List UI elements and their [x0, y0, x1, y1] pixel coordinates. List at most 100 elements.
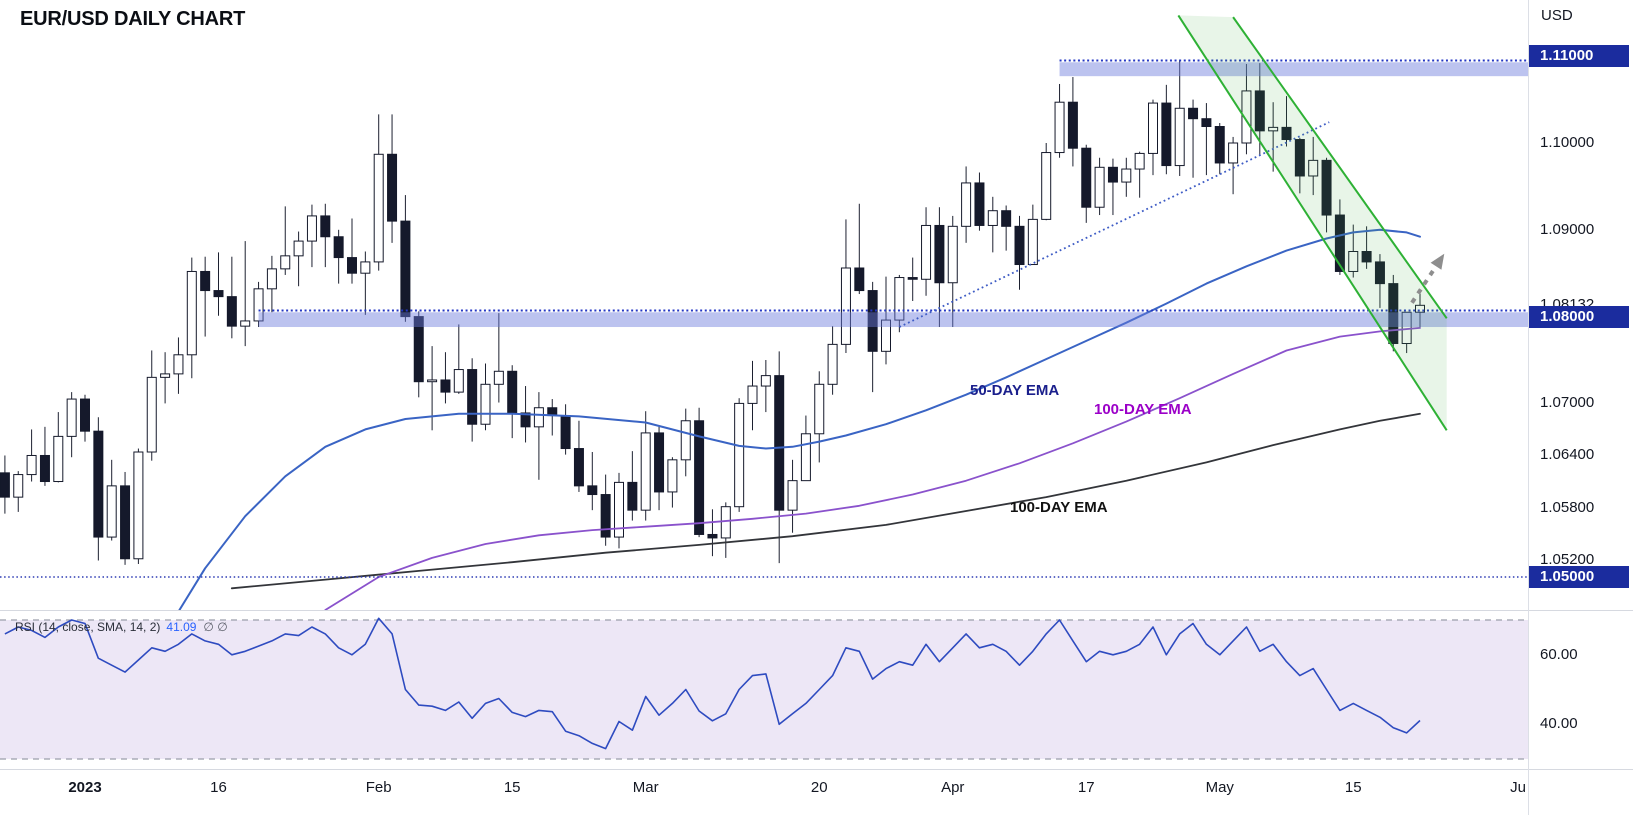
candle-body-up: [186, 270, 197, 356]
candle-body-up: [266, 268, 277, 290]
rsi-band: [0, 619, 1528, 760]
candle-body-up: [160, 373, 171, 378]
candle-body-up: [921, 224, 932, 280]
candle-body-up: [787, 480, 798, 511]
chart-title: EUR/USD DAILY CHART: [20, 8, 246, 30]
candle-body-down: [934, 224, 945, 284]
price-axis-label: 1.05800: [1540, 498, 1595, 516]
candle-body-up: [1054, 101, 1065, 154]
candle-body-down: [387, 153, 398, 222]
candle-body-up: [480, 383, 491, 425]
price-axis-currency-label: USD: [1541, 7, 1573, 24]
candle-body-up: [533, 407, 544, 428]
resistance-zone[interactable]: [1059, 62, 1528, 77]
candle-body-up: [720, 506, 731, 539]
ema100-label[interactable]: 100-DAY EMA: [1094, 401, 1192, 418]
rsi-value: 41.09: [166, 620, 197, 634]
time-axis-label: Apr: [941, 779, 965, 796]
candle-body-down: [1388, 283, 1399, 345]
candle-body-down: [226, 296, 237, 327]
rsi-axis-label: 40.00: [1540, 715, 1578, 733]
channel-upper-line[interactable]: [1232, 16, 1448, 319]
rsi-band-fill: [0, 620, 1528, 759]
candle-body-up: [173, 354, 184, 375]
candle-body-up: [614, 481, 624, 538]
candle-body-down: [627, 481, 638, 511]
rsi-axis-label: 60.00: [1540, 645, 1578, 663]
candle-body-up: [1308, 159, 1319, 177]
candle-body-up: [373, 153, 384, 263]
candle-body-down: [320, 215, 331, 238]
candle-body-up: [667, 459, 678, 493]
ema50-label[interactable]: 50-DAY EMA: [970, 382, 1060, 399]
candle-body-up: [947, 225, 958, 284]
rsi-indicator-legend[interactable]: RSI (14, close, SMA, 14, 2) 41.09 ∅ ∅: [15, 620, 228, 634]
ema-line[interactable]: [324, 326, 1421, 610]
candle-body-down: [1081, 147, 1092, 208]
candle-body-up: [814, 383, 825, 435]
time-axis[interactable]: 2023 16 Feb 15 Mar 20 Apr 17 May 15 Ju: [0, 769, 1530, 815]
arrow-shaft: [1410, 265, 1438, 304]
candle-body-down: [587, 485, 598, 496]
candle-body-up: [493, 370, 504, 385]
candle-body-up: [306, 215, 317, 242]
candle-body-up: [1268, 126, 1279, 132]
candle-body-down: [1254, 90, 1265, 132]
candle-body-down: [774, 375, 785, 511]
candle-body-down: [1067, 101, 1078, 149]
candle-body-down: [413, 316, 424, 383]
ema-line[interactable]: [230, 412, 1421, 590]
price-axis-label: 1.07000: [1540, 394, 1595, 412]
time-axis-label: Feb: [365, 779, 392, 796]
candle-body-up: [240, 320, 251, 327]
candle-body-down: [520, 412, 531, 428]
candle-body-up: [987, 210, 998, 226]
candle-body-down: [200, 270, 211, 292]
price-axis[interactable]: USD 1.10000 1.09000 1.07000 1.06400 1.05800 1…: [1528, 0, 1633, 815]
candle-body-down: [467, 369, 478, 425]
support-zone[interactable]: [258, 312, 1528, 328]
price-level-badge: 1.11000: [1529, 45, 1629, 68]
price-axis-label: 1.05200: [1540, 550, 1595, 568]
candle-body-down: [1161, 102, 1172, 167]
candle-body-up: [800, 433, 811, 482]
candle-body-up: [1228, 142, 1239, 164]
candle-body-down: [854, 267, 865, 292]
channel-lower-line[interactable]: [1177, 14, 1448, 431]
ema200-label[interactable]: 100-DAY EMA: [1010, 499, 1108, 516]
candle-body-down: [1001, 210, 1012, 227]
candle-body-down: [1014, 225, 1025, 266]
candle-body-down: [93, 430, 104, 538]
candle-body-down: [694, 420, 705, 535]
candle-body-up: [1348, 251, 1359, 272]
rsi-hidden-values-icon[interactable]: ∅ ∅: [203, 620, 228, 634]
candle-body-up: [26, 454, 37, 476]
candle-body-down: [1107, 166, 1118, 183]
candle-body-down: [1334, 214, 1345, 272]
candle-body-down: [507, 370, 518, 414]
candle-body-up: [53, 435, 64, 483]
candle-body-down: [213, 290, 224, 298]
candle-body-up: [1134, 152, 1145, 170]
price-level-badge: 1.05000: [1529, 566, 1629, 588]
rsi-line[interactable]: [4, 617, 1421, 750]
candle-body-down: [39, 454, 50, 483]
time-axis-label: 2023: [68, 779, 102, 796]
candle-body-down: [333, 236, 344, 259]
candle-body-down: [347, 257, 357, 274]
candle-body-up: [734, 402, 745, 508]
candle-body-up: [133, 451, 144, 560]
time-axis-label: May: [1205, 779, 1234, 796]
candle-body-down: [867, 290, 878, 352]
candle-body-up: [1121, 168, 1132, 183]
breakout-arrow[interactable]: [1410, 253, 1445, 304]
candle-body-up: [747, 385, 758, 404]
candle-body-up: [13, 474, 24, 498]
ema-line[interactable]: [178, 228, 1421, 612]
descending-channel[interactable]: [1177, 14, 1448, 431]
candle-body-up: [1041, 152, 1052, 220]
candle-body-up: [280, 255, 291, 270]
candle-body-up: [1148, 102, 1158, 154]
price-zones: [0, 59, 1528, 578]
